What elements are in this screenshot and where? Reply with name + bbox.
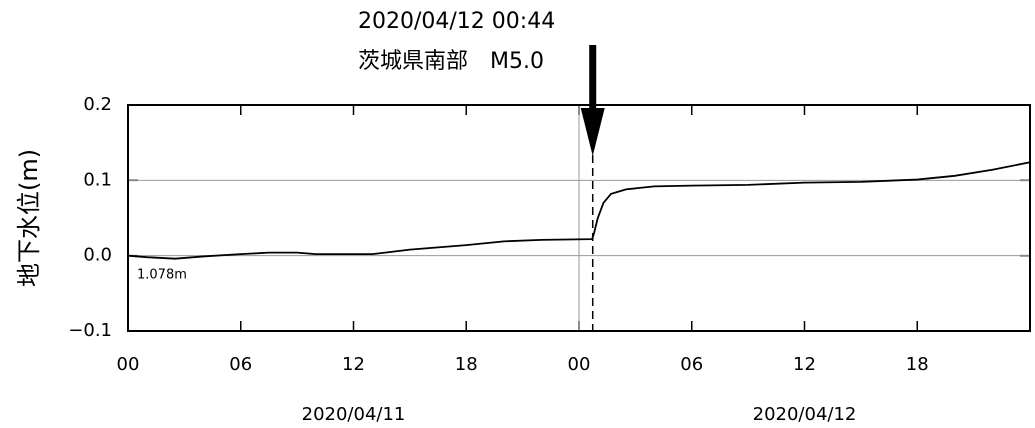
x-tick-label: 00 [117,354,140,375]
date-label: 2020/04/12 [753,404,857,425]
plot-frame [127,104,1031,332]
event-arrow-shaft [589,45,597,110]
date-label: 2020/04/11 [302,404,406,425]
y-tick-label: 0.0 [83,245,112,266]
x-tick-label: 18 [455,354,478,375]
event-arrow-head [580,108,605,156]
x-tick-label: 12 [793,354,816,375]
x-tick-label: 06 [229,354,252,375]
y-axis-label: 地下水位(m) [15,149,43,287]
y-tick-label: 0.2 [83,94,112,115]
x-tick-label: 00 [568,354,591,375]
event-time: 2020/04/12 00:44 [358,9,555,34]
x-tick-label: 18 [906,354,929,375]
event-label: 茨城県南部 M5.0 [358,49,544,74]
y-tick-label: −0.1 [68,320,112,341]
reference-level: 1.078m [137,268,187,283]
x-tick-label: 12 [342,354,365,375]
x-tick-label: 06 [680,354,703,375]
y-tick-label: 0.1 [83,169,112,190]
